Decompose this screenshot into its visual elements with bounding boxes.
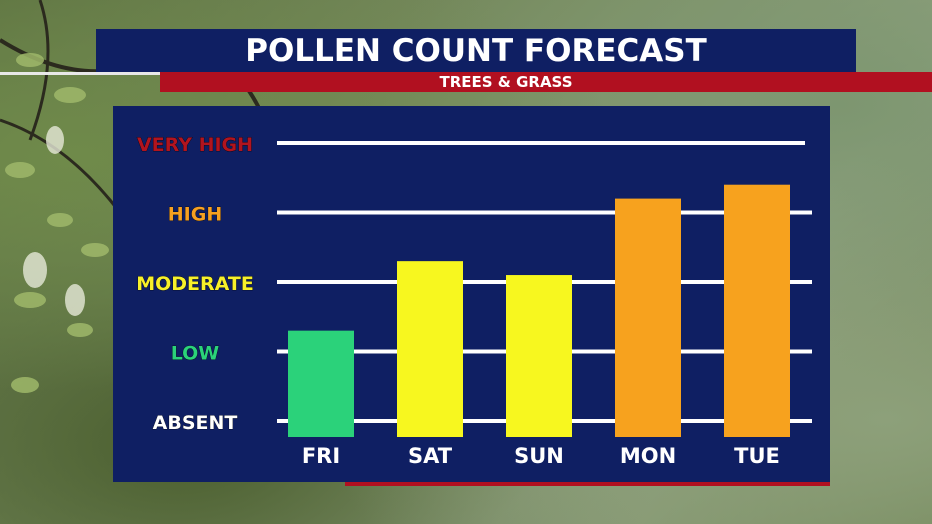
level-label-low: LOW [171, 343, 220, 365]
level-label-moderate: MODERATE [136, 273, 254, 295]
chart-title: POLLEN COUNT FORECAST [245, 32, 707, 69]
x-tick-label-fri: FRI [302, 444, 340, 468]
x-tick-label-sun: SUN [514, 444, 564, 468]
tree-branch-background [0, 0, 260, 393]
bar-sun [506, 275, 572, 437]
level-label-absent: ABSENT [153, 412, 238, 434]
bar-tue [724, 184, 790, 437]
title-accent-line [0, 72, 160, 75]
bar-fri [288, 330, 354, 437]
subtitle-bar: TREES & GRASS [160, 72, 932, 92]
title-bar: POLLEN COUNT FORECAST [96, 29, 856, 72]
panel-bottom-accent [345, 482, 830, 486]
x-tick-label-mon: MON [620, 444, 676, 468]
level-label-very-high: VERY HIGH [137, 134, 253, 156]
bar-sat [397, 261, 463, 437]
x-tick-label-sat: SAT [408, 444, 453, 468]
x-tick-label-tue: TUE [734, 444, 780, 468]
chart-subtitle: TREES & GRASS [439, 73, 573, 91]
bar-mon [615, 198, 681, 437]
level-label-high: HIGH [168, 204, 222, 226]
